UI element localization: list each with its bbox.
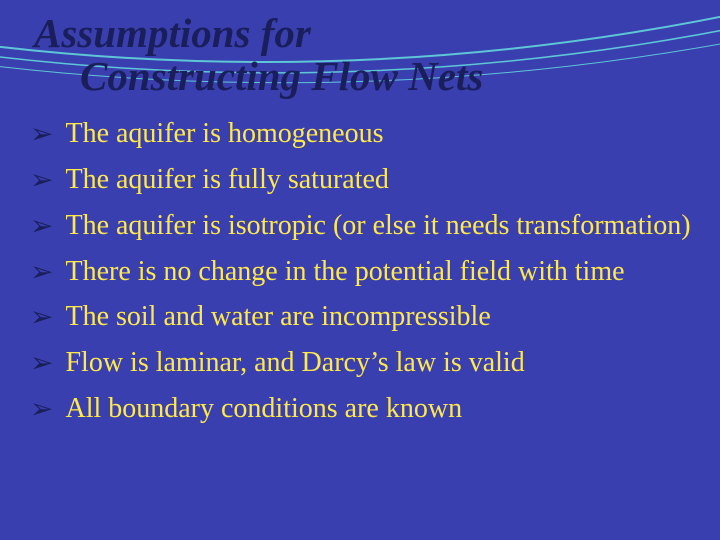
chevron-right-icon: ➢ [30, 254, 53, 290]
list-item: ➢ Flow is laminar, and Darcy’s law is va… [28, 345, 692, 381]
list-item: ➢ The aquifer is homogeneous [28, 116, 692, 152]
bullet-text: The soil and water are incompressible [65, 299, 692, 335]
chevron-right-icon: ➢ [30, 116, 53, 152]
bullet-text: The aquifer is isotropic (or else it nee… [65, 208, 692, 244]
chevron-right-icon: ➢ [30, 208, 53, 244]
bullet-text: The aquifer is fully saturated [65, 162, 692, 198]
chevron-right-icon: ➢ [30, 299, 53, 335]
chevron-right-icon: ➢ [30, 162, 53, 198]
bullet-text: The aquifer is homogeneous [65, 116, 692, 152]
bullet-list: ➢ The aquifer is homogeneous ➢ The aquif… [28, 116, 692, 427]
list-item: ➢ The aquifer is fully saturated [28, 162, 692, 198]
bullet-text: Flow is laminar, and Darcy’s law is vali… [65, 345, 692, 381]
slide: Assumptions for Constructing Flow Nets ➢… [0, 0, 720, 540]
chevron-right-icon: ➢ [30, 345, 53, 381]
list-item: ➢ There is no change in the potential fi… [28, 254, 692, 290]
list-item: ➢ The soil and water are incompressible [28, 299, 692, 335]
slide-title: Assumptions for Constructing Flow Nets [28, 12, 692, 98]
title-line-2: Constructing Flow Nets [28, 55, 692, 98]
bullet-text: There is no change in the potential fiel… [65, 254, 692, 290]
chevron-right-icon: ➢ [30, 391, 53, 427]
title-line-1: Assumptions for [28, 12, 692, 55]
list-item: ➢ The aquifer is isotropic (or else it n… [28, 208, 692, 244]
bullet-text: All boundary conditions are known [65, 391, 692, 427]
list-item: ➢ All boundary conditions are known [28, 391, 692, 427]
